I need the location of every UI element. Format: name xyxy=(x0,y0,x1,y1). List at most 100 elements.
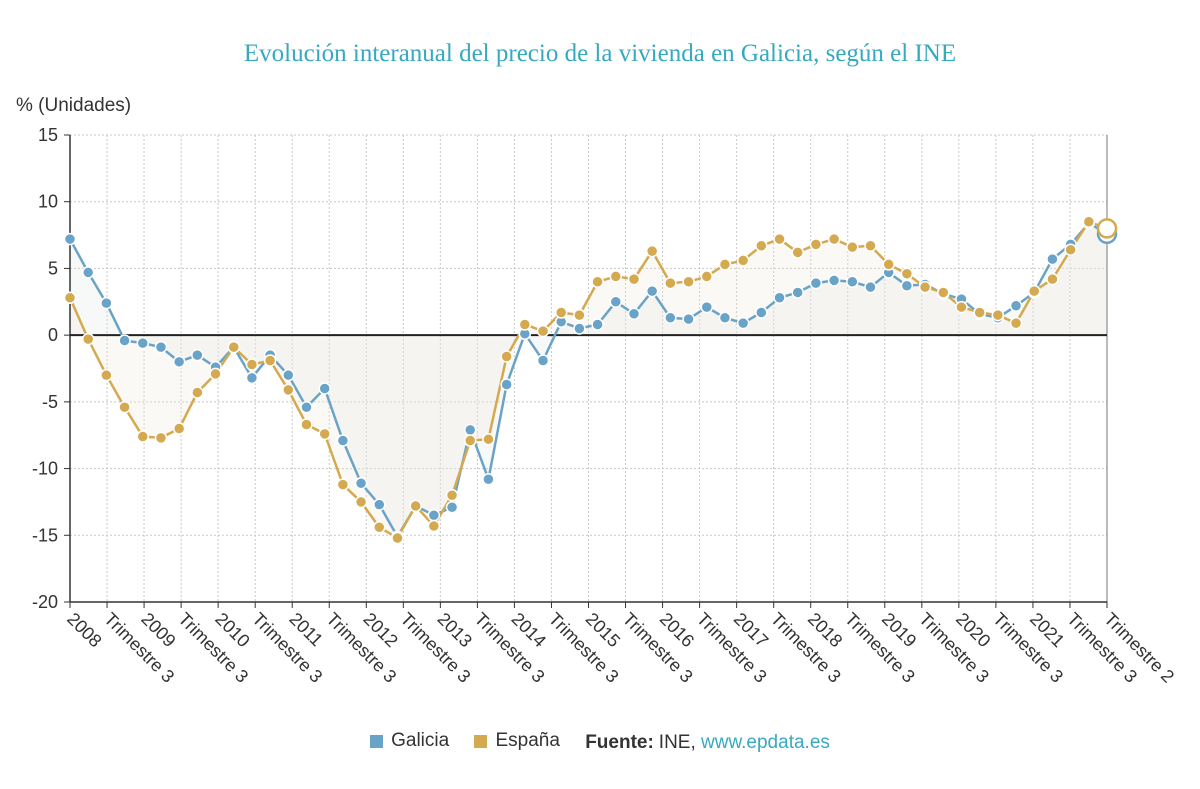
data-point-1 xyxy=(645,244,659,258)
data-point-0 xyxy=(136,336,150,350)
data-point-0 xyxy=(809,276,823,290)
data-point-0 xyxy=(536,354,550,367)
data-point-1 xyxy=(900,267,914,281)
data-point-0 xyxy=(282,368,295,382)
data-point-1 xyxy=(336,478,350,491)
chart-title: Evolución interanual del precio de la vi… xyxy=(243,40,957,67)
legend-swatch-galicia xyxy=(370,734,384,748)
data-point-0 xyxy=(245,371,259,385)
data-point-0 xyxy=(609,295,623,309)
data-point-1 xyxy=(609,270,623,283)
data-point-1 xyxy=(809,238,823,251)
data-point-1 xyxy=(718,258,732,271)
y-tick-label: -5 xyxy=(42,392,58,412)
data-point-1 xyxy=(482,432,495,446)
data-point-1 xyxy=(209,367,222,381)
y-tick-label: 10 xyxy=(38,192,58,212)
data-point-1 xyxy=(1027,284,1041,298)
data-point-1 xyxy=(191,386,204,399)
data-point-0 xyxy=(900,279,914,293)
data-point-0 xyxy=(1009,299,1023,313)
y-tick-label: 5 xyxy=(48,258,58,278)
grid-lines xyxy=(69,134,1108,603)
source-value: INE, xyxy=(658,731,696,753)
data-point-0 xyxy=(591,318,604,331)
data-point-0 xyxy=(773,291,786,305)
data-point-0 xyxy=(300,400,313,414)
source-link[interactable]: www.epdata.es xyxy=(701,731,830,753)
data-point-1 xyxy=(554,306,568,319)
data-point-0 xyxy=(463,423,477,437)
data-point-1 xyxy=(81,332,95,346)
data-point-1 xyxy=(773,232,786,246)
data-point-0 xyxy=(700,300,714,314)
data-point-0 xyxy=(645,284,659,298)
data-point-0 xyxy=(100,296,113,310)
data-point-0 xyxy=(172,355,186,369)
data-point-1 xyxy=(827,232,841,246)
legend-item-espana[interactable]: España xyxy=(474,730,560,752)
data-point-1 xyxy=(536,324,550,338)
axes xyxy=(64,134,1108,608)
data-point-1 xyxy=(445,489,459,502)
data-point-1 xyxy=(427,519,441,533)
data-point-0 xyxy=(118,334,131,347)
data-point-1 xyxy=(63,291,77,305)
data-point-0 xyxy=(791,286,804,299)
legend-label-galicia: Galicia xyxy=(391,730,450,751)
data-point-1 xyxy=(300,418,313,431)
data-point-1 xyxy=(755,239,768,252)
data-point-0 xyxy=(482,472,495,486)
data-point-0 xyxy=(846,275,859,289)
data-point-0 xyxy=(336,434,350,447)
data-point-1 xyxy=(664,276,677,290)
data-point-0 xyxy=(682,312,695,326)
data-point-1 xyxy=(100,368,113,382)
series-areas xyxy=(70,221,1107,538)
data-point-1 xyxy=(282,383,295,397)
data-point-0 xyxy=(191,348,204,362)
data-point-1 xyxy=(409,499,422,513)
y-tick-label: -20 xyxy=(32,592,58,612)
data-point-0 xyxy=(718,311,732,325)
data-point-1 xyxy=(354,495,368,509)
x-tick-label: 2008 xyxy=(63,609,105,651)
data-point-0 xyxy=(500,378,513,391)
data-point-0 xyxy=(354,476,368,490)
series-area-0 xyxy=(70,223,1107,537)
data-point-1 xyxy=(700,270,714,283)
y-tick-labels: 15 10 5 0 -5 -10 -15 -20 xyxy=(32,125,58,612)
data-point-0 xyxy=(755,306,768,319)
data-point-1 xyxy=(391,531,404,545)
data-point-1 xyxy=(573,308,586,322)
data-point-1 xyxy=(373,521,386,534)
data-point-1 xyxy=(518,318,532,331)
data-point-0 xyxy=(827,274,841,287)
data-point-1 xyxy=(118,400,131,414)
data-point-1 xyxy=(682,275,695,289)
data-point-1 xyxy=(591,275,604,289)
data-point-1 xyxy=(937,286,950,299)
data-point-0 xyxy=(81,266,95,279)
series-lines xyxy=(68,220,1108,540)
data-point-1 xyxy=(1009,316,1023,330)
legend-item-galicia[interactable]: Galicia xyxy=(370,730,449,752)
data-point-1 xyxy=(172,422,186,435)
data-point-0 xyxy=(63,232,77,246)
data-point-0 xyxy=(573,322,586,335)
source-label: Fuente: xyxy=(585,731,654,753)
data-point-0 xyxy=(373,498,386,511)
data-point-1 xyxy=(318,427,331,441)
y-tick-label: 15 xyxy=(38,125,58,145)
data-point-1 xyxy=(627,272,641,286)
data-point-0 xyxy=(154,340,168,354)
y-tick-label: -10 xyxy=(32,459,58,479)
data-point-1 xyxy=(136,430,150,443)
data-point-1 xyxy=(791,246,804,259)
data-point-1 xyxy=(1082,215,1096,228)
data-point-0 xyxy=(445,501,459,514)
data-point-1 xyxy=(500,350,513,363)
data-point-1 xyxy=(846,240,859,254)
